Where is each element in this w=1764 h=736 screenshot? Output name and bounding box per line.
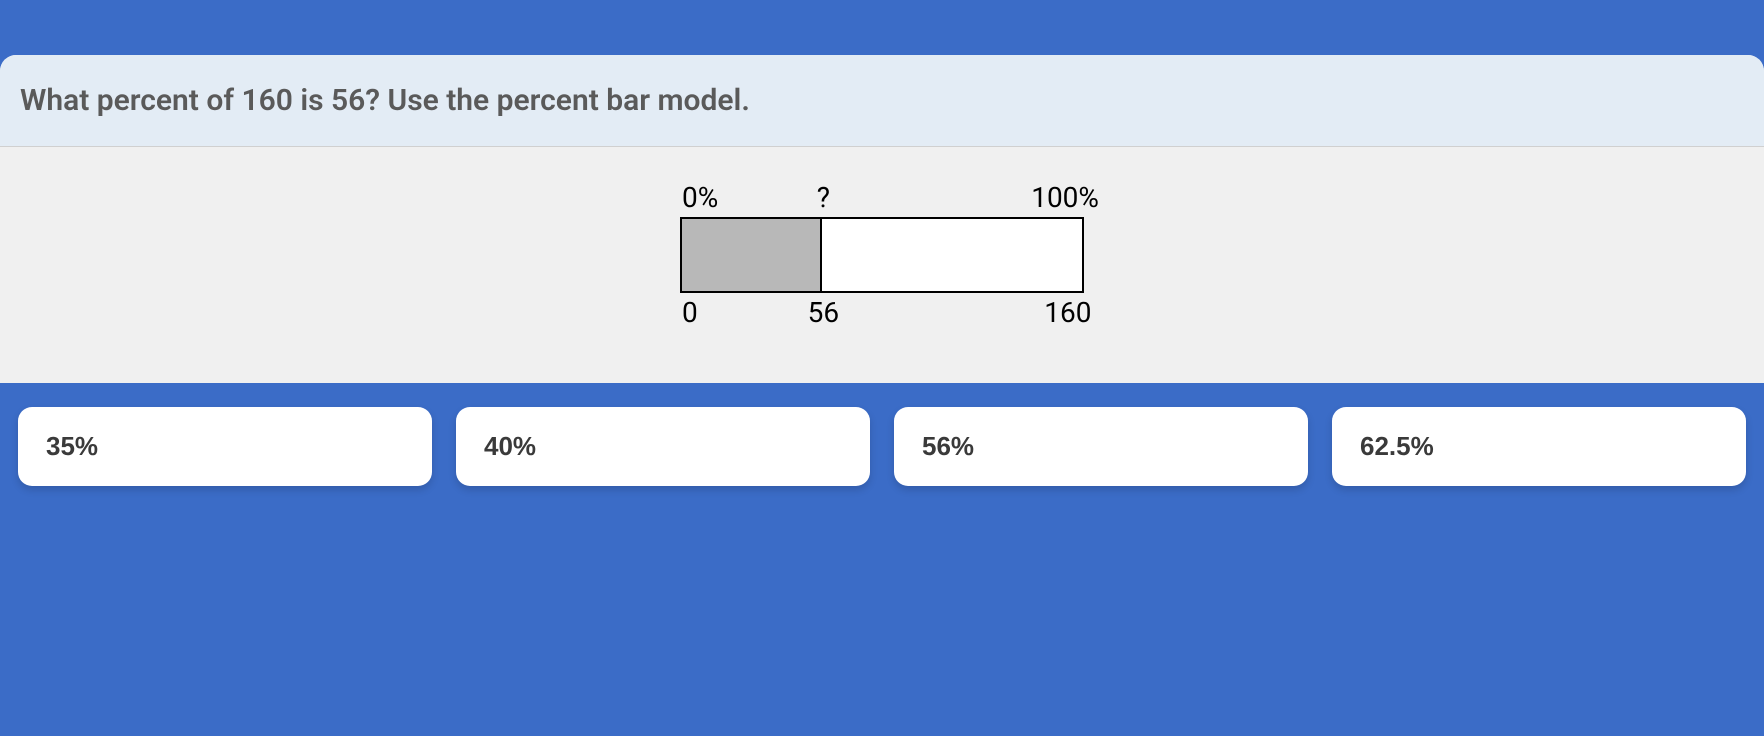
question-header: What percent of 160 is 56? Use the perce…	[0, 55, 1764, 147]
answer-option-1[interactable]: 40%	[456, 407, 870, 486]
answer-option-3[interactable]: 62.5%	[1332, 407, 1746, 486]
label-bottom-left: 0	[682, 296, 698, 329]
bar-container: 0% ? 100% 0 56 160	[680, 217, 1084, 293]
question-text: What percent of 160 is 56? Use the perce…	[20, 83, 1744, 118]
question-card: What percent of 160 is 56? Use the perce…	[0, 55, 1764, 383]
bar-model: 0% ? 100% 0 56 160	[680, 217, 1084, 293]
label-top-mid: ?	[817, 181, 830, 214]
label-top-left: 0%	[682, 181, 718, 214]
label-bottom-right: 160	[1044, 296, 1091, 329]
answer-option-0[interactable]: 35%	[18, 407, 432, 486]
answer-option-2[interactable]: 56%	[894, 407, 1308, 486]
bar-fill	[682, 219, 822, 291]
answers-row: 35% 40% 56% 62.5%	[0, 383, 1764, 504]
label-bottom-mid: 56	[808, 296, 839, 329]
diagram-area: 0% ? 100% 0 56 160	[0, 147, 1764, 383]
label-top-right: 100%	[1031, 181, 1099, 214]
